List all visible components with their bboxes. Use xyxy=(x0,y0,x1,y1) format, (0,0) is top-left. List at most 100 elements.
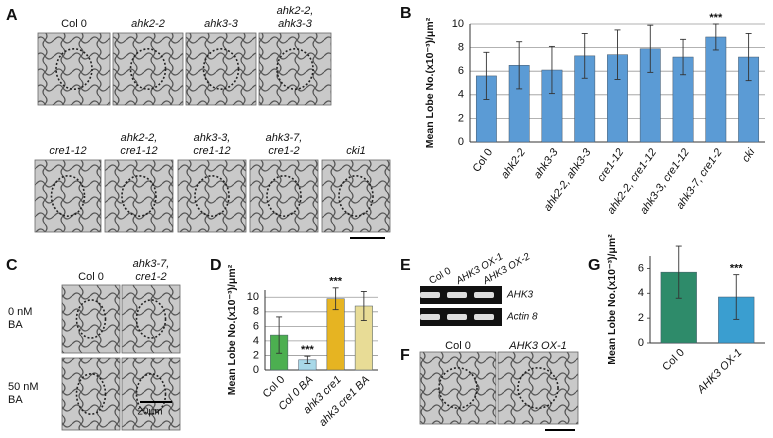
micrograph xyxy=(258,32,332,106)
micrograph xyxy=(249,159,319,233)
y-axis-label: Mean Lobe No.(x10⁻³)/μm² xyxy=(424,17,436,148)
y-tick-label: 6 xyxy=(638,262,644,274)
gel-band xyxy=(447,292,467,298)
caption: Col 0 xyxy=(445,340,471,352)
gel-band xyxy=(447,314,467,320)
caption: ahk3-3 xyxy=(204,18,239,30)
error-bar xyxy=(581,32,588,79)
panel-label: A xyxy=(6,7,18,24)
x-tick-label: Col 0 xyxy=(471,147,496,175)
panel-label: B xyxy=(400,5,412,22)
cell-outline xyxy=(135,373,167,415)
scale-label: 20μm xyxy=(137,407,162,418)
caption: BA xyxy=(8,394,23,406)
cell-outline xyxy=(121,175,157,217)
y-tick-label: 4 xyxy=(638,287,644,299)
micrograph xyxy=(34,159,102,233)
caption: ahk3-7, xyxy=(266,132,303,144)
y-tick-label: 8 xyxy=(458,42,464,54)
gel-band xyxy=(474,292,494,298)
y-tick-label: 2 xyxy=(253,349,259,361)
error-bar xyxy=(712,23,719,51)
cell-outline xyxy=(517,367,559,409)
caption: ahk2-2, xyxy=(121,132,158,144)
panel-label: D xyxy=(210,257,222,274)
cell-outline xyxy=(135,299,167,339)
micrograph xyxy=(121,284,181,354)
caption: cre1-12 xyxy=(49,145,86,157)
error-bar xyxy=(276,316,283,354)
y-tick-label: 6 xyxy=(458,65,464,77)
caption: 0 nM xyxy=(8,306,32,318)
caption: ahk3-7, xyxy=(133,258,170,270)
micrograph xyxy=(497,351,579,425)
x-tick-label: AHK3 OX-1 xyxy=(695,347,745,397)
y-tick-label: 0 xyxy=(638,337,644,349)
error-bar xyxy=(675,245,682,299)
significance: *** xyxy=(329,276,343,288)
cell-outline xyxy=(276,48,314,90)
cell-outline xyxy=(338,175,374,217)
caption: ahk3-3, xyxy=(194,132,231,144)
micrograph xyxy=(321,159,391,233)
y-tick-label: 4 xyxy=(458,89,464,101)
caption: cki1 xyxy=(346,145,366,157)
cell-outline xyxy=(50,175,86,217)
cell-outline xyxy=(194,175,230,217)
cell-outline xyxy=(266,175,302,217)
micrograph xyxy=(419,351,497,425)
error-bar xyxy=(516,41,523,90)
micrograph xyxy=(61,284,121,354)
lane-label: Col 0 xyxy=(427,265,453,286)
cell-outline xyxy=(55,48,93,90)
error-bar xyxy=(360,291,367,321)
cell-outline xyxy=(438,367,478,409)
error-bar xyxy=(647,24,654,73)
error-bar xyxy=(680,38,687,76)
panel-label: C xyxy=(6,257,18,274)
caption: cre1-12 xyxy=(193,145,230,157)
y-tick-label: 6 xyxy=(253,320,259,332)
caption: Col 0 xyxy=(61,18,87,30)
cell-outline xyxy=(129,48,167,90)
band-label: AHK3 xyxy=(506,290,534,301)
caption: AHK3 OX-1 xyxy=(508,340,566,352)
caption: BA xyxy=(8,319,23,331)
caption: cre1-2 xyxy=(268,145,299,157)
micrograph xyxy=(177,159,247,233)
cell-outline xyxy=(75,299,107,339)
y-tick-label: 10 xyxy=(452,18,464,30)
significance: *** xyxy=(730,263,744,275)
x-tick-label: cre1-12 xyxy=(595,147,626,184)
gel-band xyxy=(420,292,440,298)
panel-label: F xyxy=(400,347,410,364)
y-tick-label: 2 xyxy=(458,112,464,124)
micrograph xyxy=(185,32,257,106)
panel-label: G xyxy=(588,257,600,274)
y-tick-label: 0 xyxy=(458,136,464,148)
error-bar xyxy=(745,32,752,82)
band-label: Actin 8 xyxy=(506,312,538,323)
caption: ahk3-3 xyxy=(278,18,313,30)
error-bar xyxy=(483,51,490,100)
x-tick-label: cki xyxy=(740,146,758,164)
bar xyxy=(705,36,727,143)
error-bar xyxy=(733,274,740,320)
caption: 50 nM xyxy=(8,381,39,393)
y-tick-label: 10 xyxy=(247,291,259,303)
significance: *** xyxy=(709,12,723,24)
y-tick-label: 2 xyxy=(638,312,644,324)
caption: cre1-2 xyxy=(135,271,166,283)
error-bar xyxy=(332,287,339,311)
x-tick-label: ahk3-3 xyxy=(532,146,562,181)
error-bar xyxy=(548,45,555,95)
y-tick-label: 4 xyxy=(253,335,259,347)
micrograph xyxy=(61,357,121,431)
caption: ahk2-2, xyxy=(277,5,314,17)
y-tick-label: 8 xyxy=(253,306,259,318)
caption: ahk2-2 xyxy=(131,18,165,30)
cell-outline xyxy=(202,48,240,90)
micrograph xyxy=(121,357,181,431)
x-tick-label: ahk3 cre1 BA xyxy=(317,374,372,429)
